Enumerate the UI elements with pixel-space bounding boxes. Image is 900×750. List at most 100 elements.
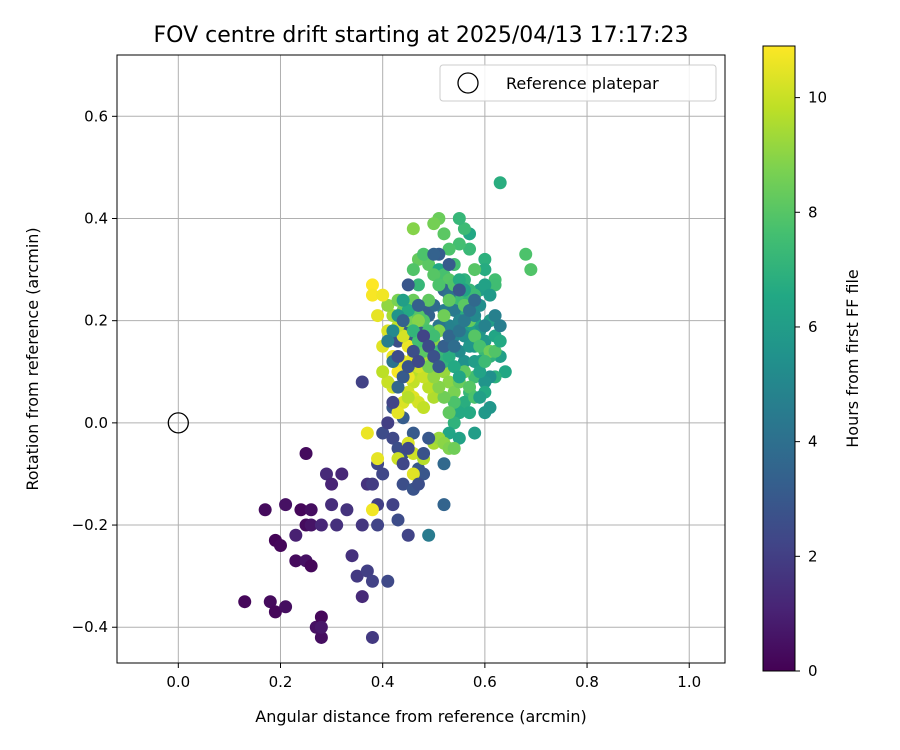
data-point — [422, 257, 436, 271]
data-point — [314, 518, 328, 532]
colorbar-tick-label: 2 — [808, 547, 818, 565]
data-point — [289, 528, 303, 542]
data-point — [417, 329, 431, 343]
x-tick-label: 0.0 — [166, 673, 190, 691]
data-point — [432, 380, 446, 394]
data-point — [427, 217, 441, 231]
colorbar-label: Hours from first FF file — [843, 269, 862, 448]
data-point — [417, 370, 431, 384]
data-point — [406, 263, 420, 277]
colorbar-gradient — [762, 45, 796, 672]
data-point — [442, 319, 456, 333]
data-point — [473, 390, 487, 404]
data-point — [427, 349, 441, 363]
data-point — [238, 595, 252, 609]
data-point — [396, 314, 410, 328]
data-point — [417, 401, 431, 415]
colorbar-ticks: 0 2 4 6 8 10 — [795, 89, 827, 680]
data-point — [427, 329, 441, 343]
data-point — [457, 314, 471, 328]
data-point — [427, 268, 441, 282]
data-point — [452, 237, 466, 251]
data-point — [437, 339, 451, 353]
data-point — [391, 349, 405, 363]
data-point — [411, 314, 425, 328]
data-point — [386, 324, 400, 338]
data-point — [411, 298, 425, 312]
data-point — [427, 370, 441, 384]
data-point — [391, 380, 405, 394]
data-point — [493, 176, 507, 190]
data-point — [442, 293, 456, 307]
data-point — [263, 595, 277, 609]
data-point — [442, 406, 456, 420]
x-axis-ticks: 0.0 0.2 0.4 0.6 0.8 1.0 — [166, 663, 701, 691]
data-point — [442, 349, 456, 363]
legend: Reference platepar — [439, 64, 717, 102]
data-point — [406, 344, 420, 358]
data-point — [452, 431, 466, 445]
data-point — [396, 293, 410, 307]
y-axis-label: Rotation from reference (arcmin) — [23, 227, 42, 490]
data-point — [463, 242, 477, 256]
data-point — [452, 273, 466, 287]
data-point — [447, 395, 461, 409]
data-point — [365, 477, 379, 491]
data-point — [289, 554, 303, 568]
data-point — [524, 263, 538, 277]
chart-title: FOV centre drift starting at 2025/04/13 … — [154, 23, 689, 48]
data-point — [498, 365, 512, 379]
data-point — [406, 324, 420, 338]
data-point — [381, 416, 395, 430]
data-point — [304, 503, 318, 517]
data-point — [478, 278, 492, 292]
data-point — [432, 360, 446, 374]
legend-open-circle-marker — [457, 72, 479, 94]
y-tick-label: 0.2 — [84, 312, 108, 330]
data-point — [422, 293, 436, 307]
data-point — [437, 227, 451, 241]
data-point — [452, 406, 466, 420]
data-point — [493, 319, 507, 333]
data-point — [442, 257, 456, 271]
data-point — [401, 390, 415, 404]
data-point — [437, 309, 451, 323]
data-point — [299, 447, 313, 461]
data-point — [386, 498, 400, 512]
data-point — [427, 247, 441, 261]
colorbar-tick-label: 0 — [808, 662, 818, 680]
data-point — [483, 401, 497, 415]
data-point — [376, 426, 390, 440]
data-point — [314, 630, 328, 644]
data-point — [279, 600, 293, 614]
data-point — [422, 431, 436, 445]
data-point — [437, 390, 451, 404]
data-point — [391, 441, 405, 455]
y-tick-label: 0.6 — [84, 107, 108, 125]
data-point — [360, 426, 374, 440]
data-point — [376, 288, 390, 302]
data-point — [365, 278, 379, 292]
data-point — [478, 263, 492, 277]
data-point — [447, 360, 461, 374]
data-point — [401, 303, 415, 317]
data-point — [391, 406, 405, 420]
data-point — [442, 242, 456, 256]
data-point — [340, 503, 354, 517]
data-point — [294, 503, 308, 517]
x-tick-label: 0.4 — [371, 673, 395, 691]
data-point — [452, 283, 466, 297]
data-point — [452, 211, 466, 225]
data-point — [304, 559, 318, 573]
data-point — [473, 365, 487, 379]
data-point — [417, 467, 431, 481]
data-point — [478, 319, 492, 333]
colorbar-tick-label: 8 — [808, 203, 818, 221]
x-tick-label: 0.2 — [269, 673, 293, 691]
data-point — [463, 339, 477, 353]
data-point — [432, 278, 446, 292]
data-point — [411, 355, 425, 369]
data-point — [325, 477, 339, 491]
data-point — [457, 395, 471, 409]
data-point — [468, 293, 482, 307]
